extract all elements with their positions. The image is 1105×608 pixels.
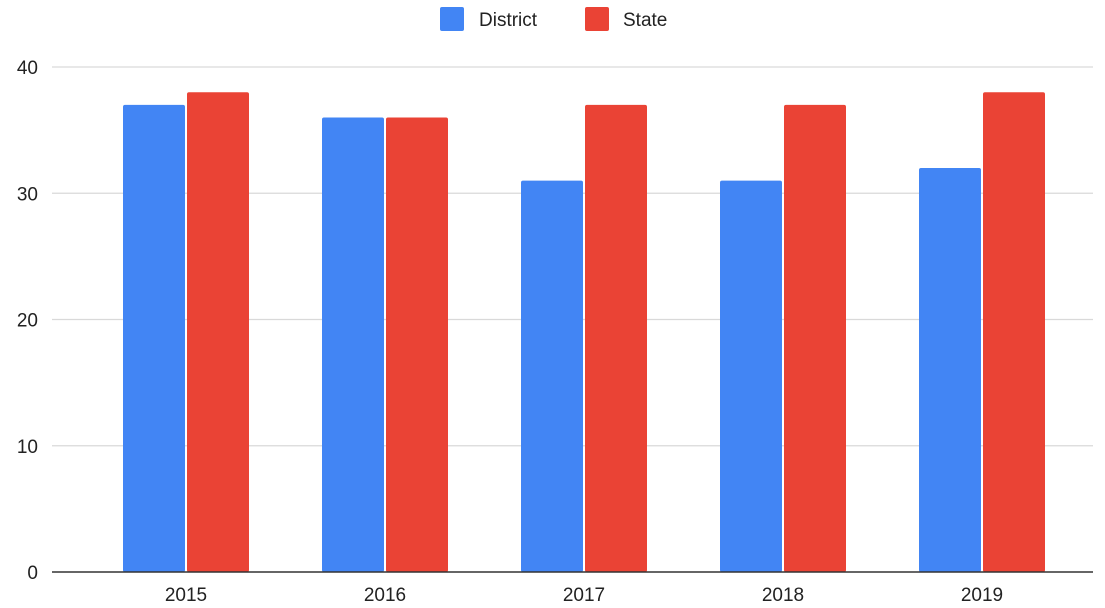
bar-state-2019 bbox=[983, 92, 1045, 572]
y-axis: 0 10 20 30 40 bbox=[17, 58, 38, 584]
bar-district-2016 bbox=[322, 117, 384, 572]
bars bbox=[123, 92, 1045, 572]
bar-district-2015 bbox=[123, 104, 185, 572]
legend-label-district: District bbox=[479, 10, 538, 31]
x-tick-label: 2018 bbox=[762, 585, 804, 606]
bar-state-2015 bbox=[187, 92, 249, 572]
legend: District State bbox=[440, 7, 667, 31]
y-tick-label: 10 bbox=[17, 437, 38, 458]
bar-state-2018 bbox=[784, 104, 846, 572]
bar-state-2016 bbox=[386, 117, 448, 572]
bar-district-2018 bbox=[720, 180, 782, 572]
y-tick-label: 20 bbox=[17, 311, 38, 332]
legend-label-state: State bbox=[623, 10, 667, 31]
x-axis: 2015 2016 2017 2018 2019 bbox=[52, 571, 1093, 606]
y-tick-label: 30 bbox=[17, 184, 38, 205]
bar-state-2017 bbox=[585, 104, 647, 572]
x-tick-label: 2016 bbox=[364, 585, 406, 606]
y-tick-label: 40 bbox=[17, 58, 38, 79]
y-tick-label: 0 bbox=[27, 563, 38, 584]
bar-district-2019 bbox=[919, 168, 981, 572]
bar-district-2017 bbox=[521, 180, 583, 572]
x-tick-label: 2019 bbox=[961, 585, 1003, 606]
legend-swatch-state bbox=[585, 7, 609, 31]
x-tick-label: 2015 bbox=[165, 585, 207, 606]
x-tick-label: 2017 bbox=[563, 585, 605, 606]
legend-swatch-district bbox=[440, 7, 464, 31]
